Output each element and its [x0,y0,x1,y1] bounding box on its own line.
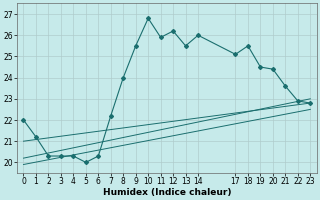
X-axis label: Humidex (Indice chaleur): Humidex (Indice chaleur) [103,188,231,197]
